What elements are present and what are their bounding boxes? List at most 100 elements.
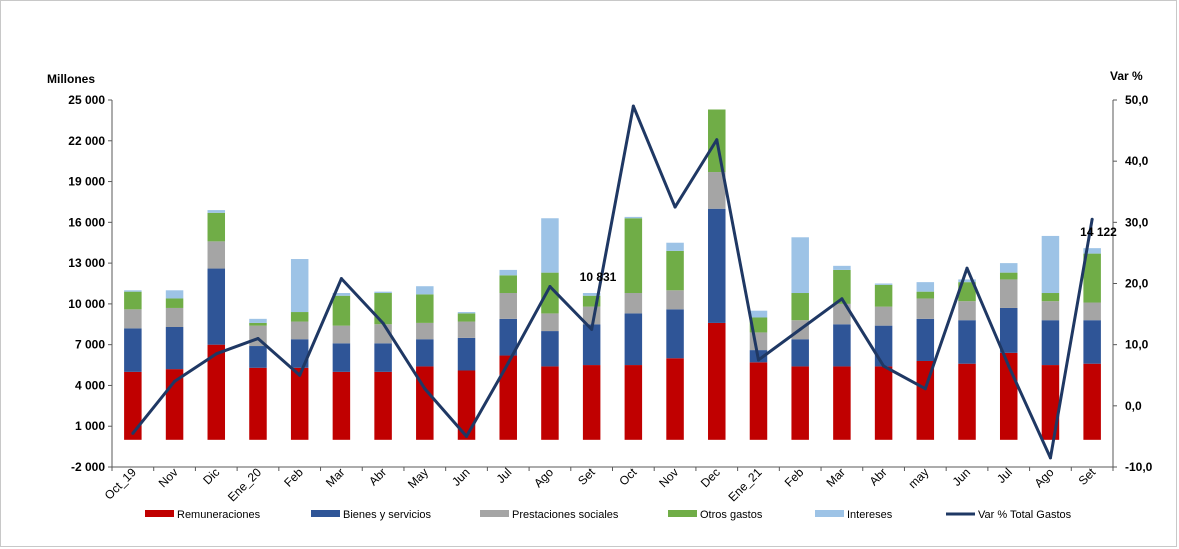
line-point-7 [423,387,427,391]
bar-prestaciones-sociales-17 [833,303,851,325]
x-tick-label-20: Jun [950,465,974,489]
bar-prestaciones-sociales-4 [290,321,309,340]
line-point-9 [506,361,510,365]
line-point-15 [756,358,760,362]
line-point-8 [465,434,469,438]
bar-bienes-y-servicios-11 [582,324,601,366]
bar-otros-gastos-17 [833,269,851,304]
bar-bienes-y-servicios-5 [332,343,351,372]
line-point-22 [1048,456,1052,460]
bar-intereses-23 [1083,248,1101,254]
bar-intereses-22 [1041,235,1060,294]
bar-intereses-6 [374,291,392,294]
legend-swatch-0 [145,510,174,517]
bar-bienes-y-servicios-18 [874,325,893,367]
bar-remuneraciones-7 [416,366,434,440]
left-axis-title: Millones [47,72,95,86]
x-tick-label-3: Ene_20 [225,465,264,504]
bar-otros-gastos-6 [374,293,392,325]
line-point-2 [214,352,218,356]
bar-intereses-9 [499,269,517,276]
bar-intereses-8 [457,312,476,314]
bar-remuneraciones-11 [582,365,601,440]
bar-remuneraciones-23 [1083,363,1101,440]
bar-otros-gastos-11 [582,295,601,307]
bar-prestaciones-sociales-7 [416,322,434,340]
x-tick-label-7: May [405,465,431,491]
total-annotation-0: 10 831 [580,270,617,284]
bar-intereses-0 [124,290,142,292]
bar-otros-gastos-18 [874,284,893,307]
line-point-18 [882,364,886,368]
bar-bienes-y-servicios-14 [708,208,726,323]
bar-remuneraciones-6 [374,371,392,440]
x-tick-label-6: Abr [366,465,389,488]
bar-prestaciones-sociales-20 [958,301,976,321]
bar-prestaciones-sociales-9 [499,293,517,319]
left-tick-label-0: -2 000 [71,460,105,474]
right-tick-label-1: 0,0 [1125,399,1142,413]
bar-bienes-y-servicios-12 [624,313,643,366]
line-point-23 [1090,217,1094,221]
x-tick-label-12: Oct [616,465,640,489]
legend-label-5: Var % Total Gastos [978,509,1072,521]
bar-prestaciones-sociales-19 [916,298,935,319]
line-point-4 [298,373,302,377]
bar-remuneraciones-13 [666,358,684,440]
bar-otros-gastos-13 [666,250,684,291]
x-tick-label-14: Dec [698,465,723,490]
right-tick-label-6: 50,0 [1125,93,1149,107]
right-tick-label-5: 40,0 [1125,154,1149,168]
bar-intereses-10 [541,218,559,273]
line-point-16 [798,327,802,331]
bar-remuneraciones-12 [624,365,643,440]
line-var-total-gastos [131,104,1094,460]
left-tick-label-7: 19 000 [68,175,105,189]
bar-remuneraciones-22 [1041,365,1060,440]
bar-bienes-y-servicios-9 [499,318,517,356]
bar-otros-gastos-16 [791,293,809,321]
bar-prestaciones-sociales-0 [124,309,142,329]
bar-bienes-y-servicios-19 [916,318,935,361]
bar-intereses-16 [791,237,809,294]
bar-prestaciones-sociales-23 [1083,302,1101,321]
bar-otros-gastos-1 [165,298,184,308]
right-axis-title: Var % [1110,69,1143,83]
right-tick-label-2: 10,0 [1125,338,1149,352]
line-point-5 [339,277,343,281]
bar-otros-gastos-15 [749,317,768,333]
bar-otros-gastos-12 [624,218,643,294]
bar-bienes-y-servicios-0 [124,328,142,372]
bar-intereses-3 [249,318,267,323]
right-tick-label-4: 30,0 [1125,215,1149,229]
bar-intereses-7 [416,286,434,295]
bar-prestaciones-sociales-1 [165,307,184,327]
x-tick-label-4: Feb [281,465,306,490]
bar-remuneraciones-19 [916,360,935,440]
bar-otros-gastos-7 [416,294,434,323]
bar-otros-gastos-23 [1083,253,1101,303]
left-tick-label-4: 10 000 [68,297,105,311]
x-tick-label-19: may [906,465,932,491]
bar-remuneraciones-14 [708,322,726,440]
bar-intereses-11 [582,293,601,296]
line-point-12 [631,104,635,108]
bar-prestaciones-sociales-12 [624,293,643,314]
total-annotation-1: 14 122 [1080,225,1117,239]
legend-group: Remuneraciones Bienes y servicios Prestaci… [145,509,1072,521]
legend-swatch-4 [815,510,844,517]
bar-remuneraciones-10 [541,366,559,440]
x-tick-label-15: Ene_21 [725,465,764,504]
bar-bienes-y-servicios-1 [165,327,184,370]
left-tick-label-2: 4 000 [75,378,105,392]
bar-remuneraciones-4 [290,367,309,440]
bar-intereses-5 [332,293,351,296]
bar-remuneraciones-18 [874,366,893,440]
bar-otros-gastos-0 [124,291,142,310]
bar-bienes-y-servicios-3 [249,346,267,368]
bar-intereses-12 [624,216,643,219]
x-tick-label-17: Mar [824,465,849,490]
legend-swatch-2 [480,510,509,517]
